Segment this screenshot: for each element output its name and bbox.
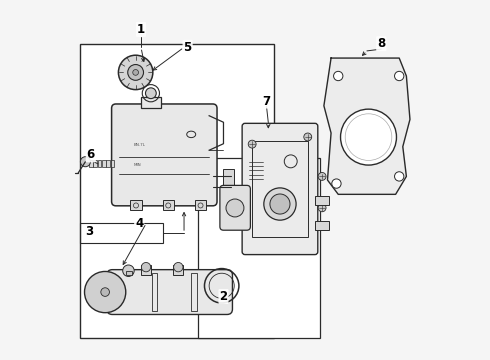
- Bar: [252, 140, 308, 237]
- Circle shape: [304, 133, 312, 141]
- Circle shape: [318, 204, 326, 212]
- Bar: [98, 159, 101, 167]
- Bar: [111, 159, 114, 167]
- Bar: [198, 158, 320, 338]
- Bar: [191, 273, 196, 311]
- Bar: [141, 265, 151, 275]
- Circle shape: [101, 288, 109, 296]
- Circle shape: [80, 157, 91, 167]
- Text: 6: 6: [87, 148, 95, 161]
- Circle shape: [173, 262, 183, 272]
- Circle shape: [128, 64, 144, 80]
- Bar: [223, 169, 234, 193]
- Circle shape: [141, 262, 151, 272]
- Circle shape: [248, 140, 256, 148]
- Bar: [163, 201, 174, 211]
- Bar: [315, 196, 329, 205]
- FancyBboxPatch shape: [107, 270, 232, 315]
- Bar: [315, 221, 329, 230]
- Circle shape: [334, 71, 343, 81]
- FancyBboxPatch shape: [242, 123, 318, 255]
- Circle shape: [394, 172, 404, 181]
- Circle shape: [341, 109, 396, 165]
- Circle shape: [270, 194, 290, 214]
- Text: 4: 4: [135, 216, 144, 230]
- Bar: [93, 159, 97, 167]
- Circle shape: [264, 188, 296, 220]
- Circle shape: [122, 265, 134, 276]
- Text: 1: 1: [137, 23, 145, 36]
- Circle shape: [226, 199, 244, 217]
- Text: BN.7L: BN.7L: [134, 143, 146, 147]
- Bar: [141, 97, 161, 108]
- Circle shape: [84, 271, 126, 313]
- Bar: [173, 265, 183, 275]
- Bar: [106, 159, 110, 167]
- Text: 3: 3: [85, 225, 93, 238]
- Text: 5: 5: [183, 41, 192, 54]
- Bar: [102, 159, 105, 167]
- Circle shape: [119, 55, 153, 90]
- Bar: [126, 271, 132, 275]
- Text: MIN: MIN: [134, 163, 142, 167]
- Circle shape: [146, 88, 156, 99]
- Circle shape: [332, 179, 341, 188]
- Bar: [80, 44, 274, 338]
- Circle shape: [318, 172, 326, 180]
- Bar: [195, 201, 206, 211]
- Bar: [130, 201, 142, 211]
- Bar: [80, 223, 163, 243]
- Text: 2: 2: [220, 290, 227, 303]
- Circle shape: [394, 71, 404, 81]
- FancyBboxPatch shape: [220, 185, 250, 230]
- Bar: [152, 273, 157, 311]
- Circle shape: [133, 69, 139, 75]
- Bar: [89, 159, 93, 167]
- FancyBboxPatch shape: [112, 104, 217, 206]
- Text: 7: 7: [263, 95, 270, 108]
- Text: 8: 8: [377, 37, 386, 50]
- Polygon shape: [324, 58, 410, 194]
